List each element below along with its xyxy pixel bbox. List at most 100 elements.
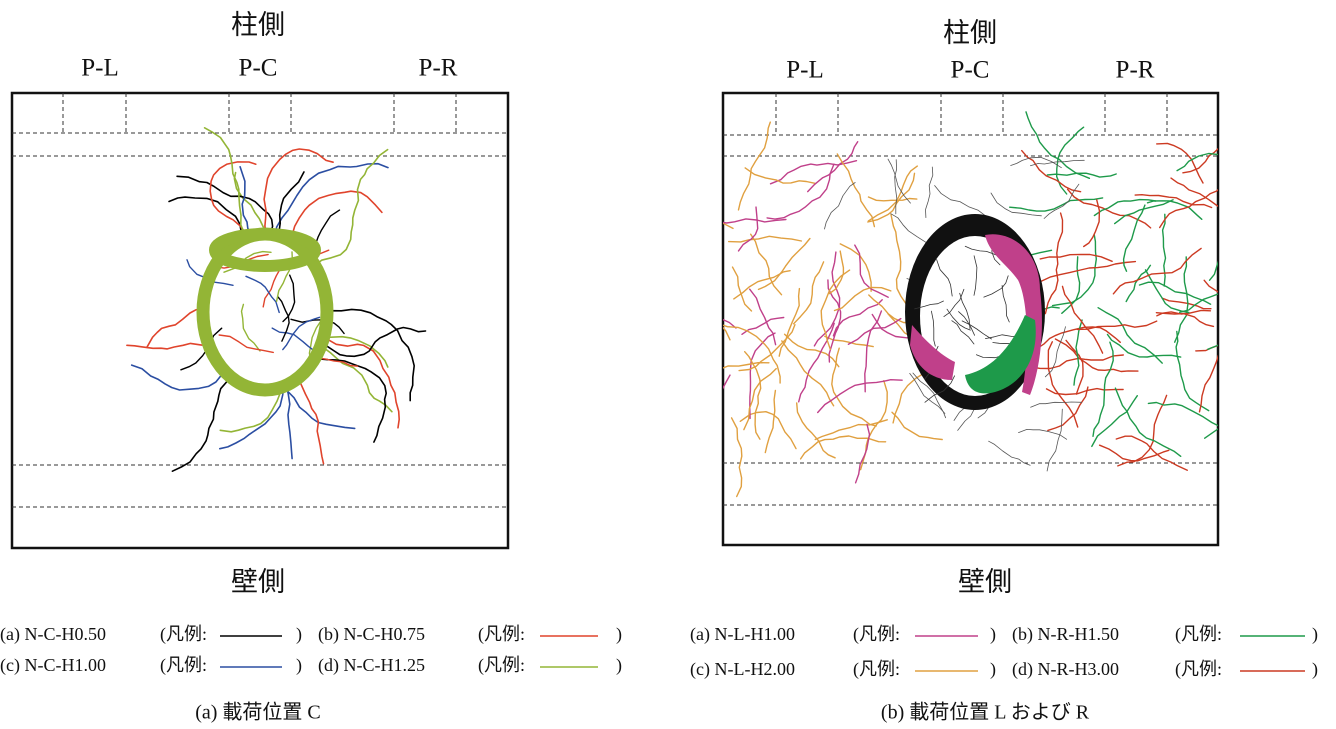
legend-prefix: (凡例: xyxy=(478,655,525,676)
crack xyxy=(284,383,355,428)
crack xyxy=(1208,304,1290,350)
legend-suffix: ) xyxy=(1312,659,1318,680)
crack xyxy=(732,418,742,497)
top-label: 柱側 xyxy=(231,10,285,40)
crack xyxy=(797,403,835,458)
crack xyxy=(744,369,776,430)
crack xyxy=(1200,356,1219,412)
top-label: 柱側 xyxy=(943,18,997,48)
crack xyxy=(674,269,730,340)
crack xyxy=(825,183,856,230)
crack xyxy=(656,191,734,228)
caption: (a) 載荷位置 C xyxy=(195,701,321,724)
crack xyxy=(1176,331,1209,410)
crack xyxy=(1163,214,1166,286)
bottom-label: 壁側 xyxy=(231,567,285,597)
crack xyxy=(739,207,758,251)
crack xyxy=(1019,429,1067,439)
legend-case: (d) N-R-H3.00 xyxy=(1012,659,1119,680)
crack xyxy=(799,323,835,402)
legend-prefix: (凡例: xyxy=(478,624,525,645)
crack xyxy=(219,335,273,352)
crack xyxy=(147,308,205,347)
crack xyxy=(759,239,810,290)
crack xyxy=(1135,195,1211,208)
crack xyxy=(782,341,834,406)
crack xyxy=(278,297,289,341)
figure: 柱側P-LP-CP-R壁側(a) N-C-H0.50(凡例:)(b) N-C-H… xyxy=(0,0,1336,729)
crack-pattern xyxy=(656,112,1290,497)
crack xyxy=(1066,340,1083,394)
legend-suffix: ) xyxy=(990,624,996,645)
crack xyxy=(794,262,824,324)
crack xyxy=(856,424,870,483)
crack xyxy=(779,289,799,357)
crack xyxy=(1196,344,1246,351)
legend-suffix: ) xyxy=(296,624,302,645)
crack xyxy=(297,375,323,463)
crack xyxy=(1157,143,1203,183)
legend-prefix: (凡例: xyxy=(160,624,207,645)
crack xyxy=(1055,339,1138,372)
crack xyxy=(892,412,942,439)
crack xyxy=(1183,123,1234,173)
position-label: P-R xyxy=(419,55,458,82)
crack xyxy=(935,186,988,218)
legend-prefix: (凡例: xyxy=(160,655,207,676)
crack xyxy=(750,289,776,345)
crack xyxy=(1146,270,1189,313)
position-label: P-C xyxy=(951,57,990,84)
legend-suffix: ) xyxy=(1312,624,1318,645)
bottom-label: 壁側 xyxy=(958,567,1012,597)
legend-suffix: ) xyxy=(990,659,996,680)
crack xyxy=(1100,445,1169,461)
crack xyxy=(1077,321,1157,329)
crack xyxy=(1053,235,1097,306)
crack xyxy=(1031,402,1082,407)
crack xyxy=(865,311,882,392)
legend-case: (c) N-C-H1.00 xyxy=(0,655,106,676)
legend-case: (a) N-L-H1.00 xyxy=(690,624,795,645)
crack xyxy=(1048,342,1077,427)
legend-case: (a) N-C-H0.50 xyxy=(0,624,106,645)
crack xyxy=(1171,178,1250,213)
legend-prefix: (凡例: xyxy=(1175,624,1222,645)
crack xyxy=(855,245,888,297)
legend-case: (b) N-R-H1.50 xyxy=(1012,624,1119,645)
legend-suffix: ) xyxy=(616,624,622,645)
crack xyxy=(1040,254,1112,261)
position-label: P-L xyxy=(81,55,119,82)
crack xyxy=(1156,313,1213,327)
crack xyxy=(869,197,917,201)
crack xyxy=(818,380,902,413)
crack xyxy=(708,363,769,370)
crack xyxy=(1047,409,1062,471)
legend-case: (d) N-C-H1.25 xyxy=(318,655,425,676)
specimen-outline xyxy=(12,93,508,548)
crack xyxy=(733,267,752,311)
crack xyxy=(132,365,226,390)
crack xyxy=(1044,184,1079,218)
legend-case: (c) N-L-H2.00 xyxy=(690,659,795,680)
crack xyxy=(242,304,261,351)
crack xyxy=(729,236,802,242)
position-label: P-R xyxy=(1116,57,1155,84)
crack xyxy=(991,193,1041,216)
crack xyxy=(283,275,295,321)
crack xyxy=(837,154,874,227)
crack xyxy=(1094,200,1155,216)
caption: (b) 載荷位置 L および R xyxy=(881,701,1090,724)
crack xyxy=(325,309,414,400)
crack xyxy=(690,217,786,224)
legend-suffix: ) xyxy=(616,655,622,676)
crack xyxy=(750,333,775,418)
legend-prefix: (凡例: xyxy=(1175,659,1222,680)
crack xyxy=(767,164,834,219)
position-label: P-L xyxy=(786,57,824,84)
crack-pattern xyxy=(127,128,426,471)
crack xyxy=(1148,403,1219,427)
position-label: P-C xyxy=(239,55,278,82)
crack xyxy=(801,436,886,459)
crack xyxy=(127,343,211,349)
crack xyxy=(1048,387,1088,430)
